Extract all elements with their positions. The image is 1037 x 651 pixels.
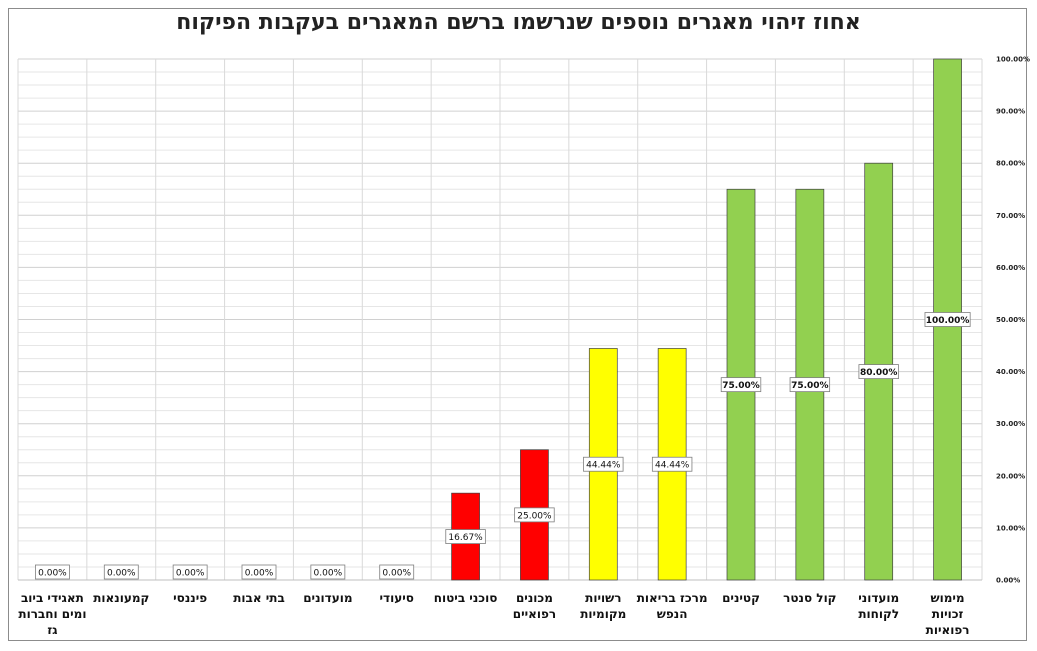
x-category-line: קול סנטר xyxy=(783,591,836,605)
x-category-line: הנפש xyxy=(657,607,688,621)
y-tick-label: 40.00% xyxy=(996,368,1025,376)
x-category-line: מועדוני xyxy=(858,591,899,605)
chart-title: אחוז זיהוי מאגרים נוספים שנרשמו ברשם המא… xyxy=(176,10,861,35)
x-category-line: קמעונאות xyxy=(93,591,149,605)
y-tick-label: 10.00% xyxy=(996,524,1025,532)
x-category-line: רשויות xyxy=(585,591,621,605)
data-label-text: 16.67% xyxy=(448,533,483,543)
x-category-label: סוכני ביטוח xyxy=(434,591,498,605)
x-category-label: תאגידי ביוב ומים וחברות גז xyxy=(18,591,86,637)
x-category-label: קול סנטר xyxy=(783,591,836,605)
data-label-text: 0.00% xyxy=(38,569,67,579)
data-label: 0.00% xyxy=(35,564,70,580)
data-label-text: 0.00% xyxy=(314,569,343,579)
data-label-box xyxy=(651,456,693,472)
y-tick-label: 60.00% xyxy=(996,264,1025,272)
x-category-line: מועדונים xyxy=(303,591,352,605)
data-label-text: 0.00% xyxy=(382,569,411,579)
data-label: 75.00% xyxy=(720,377,762,393)
y-tick-label: 90.00% xyxy=(996,108,1025,116)
data-label-text: 100.00% xyxy=(926,316,970,326)
data-label: 0.00% xyxy=(103,564,139,580)
data-label: 44.44% xyxy=(583,456,624,472)
x-category-line: קטינים xyxy=(722,591,760,605)
x-category-line: סיעודי xyxy=(380,591,414,605)
data-label-box xyxy=(924,312,971,327)
x-category-line: סוכני ביטוח xyxy=(434,591,498,605)
data-label-text: 80.00% xyxy=(860,368,898,378)
x-category-label: קטינים xyxy=(722,591,760,605)
x-category-line: ומים וחברות xyxy=(18,607,86,621)
data-label-box xyxy=(858,364,899,380)
x-category-line: תאגידי ביוב xyxy=(21,591,84,605)
x-category-label: סיעודי xyxy=(380,591,414,605)
x-category-line: בתי אבות xyxy=(233,591,285,605)
data-label-text: 75.00% xyxy=(722,381,760,391)
x-category-label: מכונים רפואיים xyxy=(513,591,556,621)
data-label: 0.00% xyxy=(310,564,346,580)
data-label-text: 44.44% xyxy=(586,461,621,471)
x-category-label: מימוש זכויות רפואיות xyxy=(926,591,970,637)
data-label-box xyxy=(241,564,277,580)
x-category-line: מקומיות xyxy=(580,607,626,621)
x-category-line: רפואיים xyxy=(513,607,556,621)
data-label-text: 75.00% xyxy=(791,381,829,391)
data-label: 0.00% xyxy=(379,564,415,580)
data-label-text: 0.00% xyxy=(107,569,136,579)
data-label: 0.00% xyxy=(172,564,208,580)
x-category-line: מכונים xyxy=(516,591,553,605)
data-label: 16.67% xyxy=(445,529,486,544)
data-label-box xyxy=(172,564,208,580)
x-category-line: זכויות xyxy=(932,607,964,621)
data-label-box xyxy=(720,377,762,393)
x-category-label: מועדונים xyxy=(303,591,352,605)
data-label-box xyxy=(789,377,831,393)
data-label: 75.00% xyxy=(789,377,831,393)
y-tick-label: 0.00% xyxy=(996,577,1020,585)
x-category-label: קמעונאות xyxy=(93,591,149,605)
data-label: 44.44% xyxy=(651,456,693,472)
y-tick-label: 20.00% xyxy=(996,472,1025,480)
x-category-line: גז xyxy=(47,623,58,637)
data-label-box xyxy=(103,564,139,580)
x-category-label: פיננסי xyxy=(173,591,207,605)
data-label-box xyxy=(445,529,486,544)
y-tick-label: 30.00% xyxy=(996,420,1025,428)
data-label: 0.00% xyxy=(241,564,277,580)
x-category-line: מימוש xyxy=(931,591,965,605)
x-category-line: לקוחות xyxy=(858,607,899,621)
data-label-box xyxy=(514,507,555,523)
gridlines xyxy=(17,58,983,581)
data-label-box xyxy=(583,456,624,472)
data-label-text: 25.00% xyxy=(517,511,552,521)
x-category-label: בתי אבות xyxy=(233,591,285,605)
x-category-label: מרכז בריאות הנפש xyxy=(637,591,708,621)
y-tick-label: 50.00% xyxy=(996,316,1025,324)
data-label-text: 0.00% xyxy=(245,569,274,579)
x-category-line: פיננסי xyxy=(173,591,207,605)
data-label-box xyxy=(310,564,346,580)
y-tick-label: 100.00% xyxy=(996,56,1030,64)
x-category-line: מרכז בריאות xyxy=(637,591,708,605)
data-label: 80.00% xyxy=(858,364,899,380)
data-label-text: 0.00% xyxy=(176,569,205,579)
x-category-line: רפואיות xyxy=(926,623,970,637)
x-category-label: רשויות מקומיות xyxy=(580,591,626,621)
y-tick-label: 70.00% xyxy=(996,212,1025,220)
data-label-text: 44.44% xyxy=(655,461,690,471)
data-label: 25.00% xyxy=(514,507,555,523)
x-category-label: מועדוני לקוחות xyxy=(858,591,899,621)
data-label: 100.00% xyxy=(924,312,971,327)
chart-frame xyxy=(8,8,1027,641)
data-label-box xyxy=(379,564,415,580)
y-tick-label: 80.00% xyxy=(996,160,1025,168)
data-label-box xyxy=(35,564,70,580)
